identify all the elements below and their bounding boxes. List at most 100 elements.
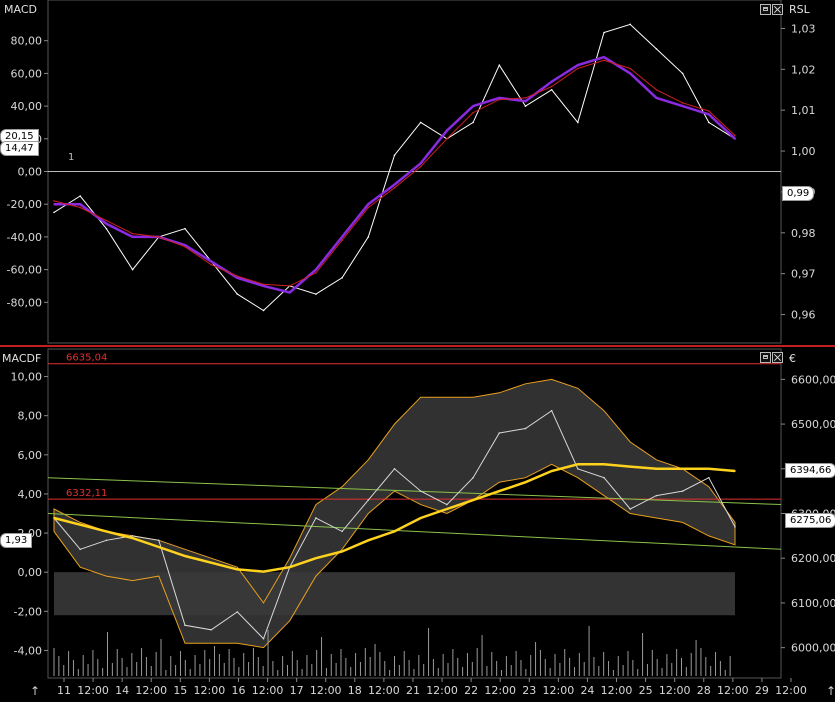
- xtick-label: 12:00: [426, 684, 458, 697]
- ytick-label-right: 0,97: [791, 268, 816, 281]
- ytick-label-left: 40,00: [11, 100, 43, 113]
- data-point: [655, 494, 658, 497]
- data-point: [262, 570, 265, 573]
- data-point: [262, 283, 265, 286]
- ytick-label-right: 6500,00: [791, 418, 835, 431]
- data-point: [236, 275, 239, 277]
- data-point: [708, 113, 710, 116]
- data-point: [524, 481, 527, 484]
- data-point: [577, 121, 579, 124]
- data-point: [681, 467, 684, 470]
- data-point: [734, 526, 736, 528]
- marker-label: 1: [68, 152, 75, 163]
- data-point: [341, 550, 343, 553]
- data-point: [79, 206, 81, 209]
- data-point: [629, 465, 632, 468]
- data-point: [472, 121, 474, 124]
- data-point: [498, 98, 501, 101]
- data-point: [53, 203, 55, 205]
- ytick-label-left: 6,00: [18, 449, 43, 462]
- data-point: [288, 566, 291, 568]
- data-point: [550, 85, 553, 88]
- data-point: [393, 183, 396, 186]
- ytick-label-left: 4,00: [18, 488, 43, 501]
- data-point: [498, 97, 501, 99]
- close-icon[interactable]: [772, 352, 783, 363]
- data-point: [367, 203, 370, 205]
- price-value-tag-b: 6275,06: [785, 513, 835, 528]
- xtick-label: 12:00: [77, 684, 109, 697]
- data-point: [472, 111, 474, 114]
- xtick-label: 14: [115, 684, 129, 697]
- price-value-tag-a: 6394,66: [785, 463, 835, 478]
- data-point: [577, 64, 579, 67]
- xtick-label: 18: [348, 684, 362, 697]
- ytick-label-right: 6200,00: [791, 552, 835, 565]
- data-point: [131, 537, 134, 539]
- ytick-label-right: 0,96: [791, 309, 816, 322]
- data-point: [734, 138, 736, 140]
- xtick-label: 28: [697, 684, 711, 697]
- ytick-label-left: 8,00: [18, 410, 43, 423]
- data-point: [524, 97, 527, 99]
- histogram-block: [54, 572, 735, 616]
- xtick-label: 22: [464, 684, 478, 697]
- data-point: [708, 110, 710, 112]
- ytick-label-left: 0,00: [18, 166, 43, 179]
- data-point: [341, 236, 343, 238]
- data-point: [288, 291, 291, 294]
- data-point: [629, 23, 632, 26]
- ytick-label-left: 0,00: [18, 566, 43, 579]
- data-point: [157, 546, 160, 548]
- close-icon[interactable]: [772, 4, 783, 15]
- data-point: [131, 232, 134, 235]
- xtick-label: 17: [290, 684, 304, 697]
- arrow-up-icon[interactable]: ↑: [826, 684, 835, 698]
- ytick-label-left: 80,00: [11, 35, 43, 48]
- data-point: [105, 219, 108, 222]
- data-point: [446, 129, 448, 132]
- xtick-label: 12:00: [310, 684, 342, 697]
- minimize-icon[interactable]: [760, 352, 771, 363]
- series-line-macd: [53, 23, 736, 312]
- ytick-label-right: 1,01: [791, 104, 816, 117]
- xtick-label: 12:00: [135, 684, 167, 697]
- rsl-title: RSL: [789, 3, 810, 16]
- data-point: [79, 195, 81, 197]
- xtick-label: 12:00: [252, 684, 284, 697]
- data-point: [79, 548, 81, 551]
- xtick-label: 12:00: [601, 684, 633, 697]
- data-point: [498, 64, 501, 67]
- xtick-label: 24: [580, 684, 594, 697]
- data-point: [446, 138, 448, 140]
- data-point: [577, 67, 579, 70]
- hline-label: 6332,11: [66, 488, 107, 499]
- data-point: [393, 530, 396, 533]
- data-point: [79, 523, 81, 526]
- data-point: [524, 100, 527, 102]
- minimize-icon[interactable]: [760, 4, 771, 15]
- data-point: [550, 88, 553, 91]
- data-point: [315, 272, 317, 274]
- data-point: [184, 244, 186, 246]
- data-point: [708, 121, 710, 124]
- data-point: [105, 223, 108, 225]
- data-point: [446, 508, 448, 510]
- data-point: [708, 467, 710, 470]
- data-point: [341, 239, 343, 241]
- ytick-label-left: -80,00: [7, 296, 42, 309]
- data-point: [498, 432, 501, 434]
- data-point: [603, 31, 605, 34]
- data-point: [367, 236, 370, 238]
- data-point: [472, 476, 474, 479]
- arrow-up-icon[interactable]: ↑: [30, 684, 41, 698]
- data-point: [419, 165, 422, 168]
- data-point: [655, 48, 658, 50]
- data-point: [105, 530, 108, 533]
- data-point: [131, 236, 134, 238]
- data-point: [236, 568, 239, 571]
- xtick-label: 16: [231, 684, 245, 697]
- currency-title: €: [789, 352, 796, 365]
- data-point: [603, 56, 605, 58]
